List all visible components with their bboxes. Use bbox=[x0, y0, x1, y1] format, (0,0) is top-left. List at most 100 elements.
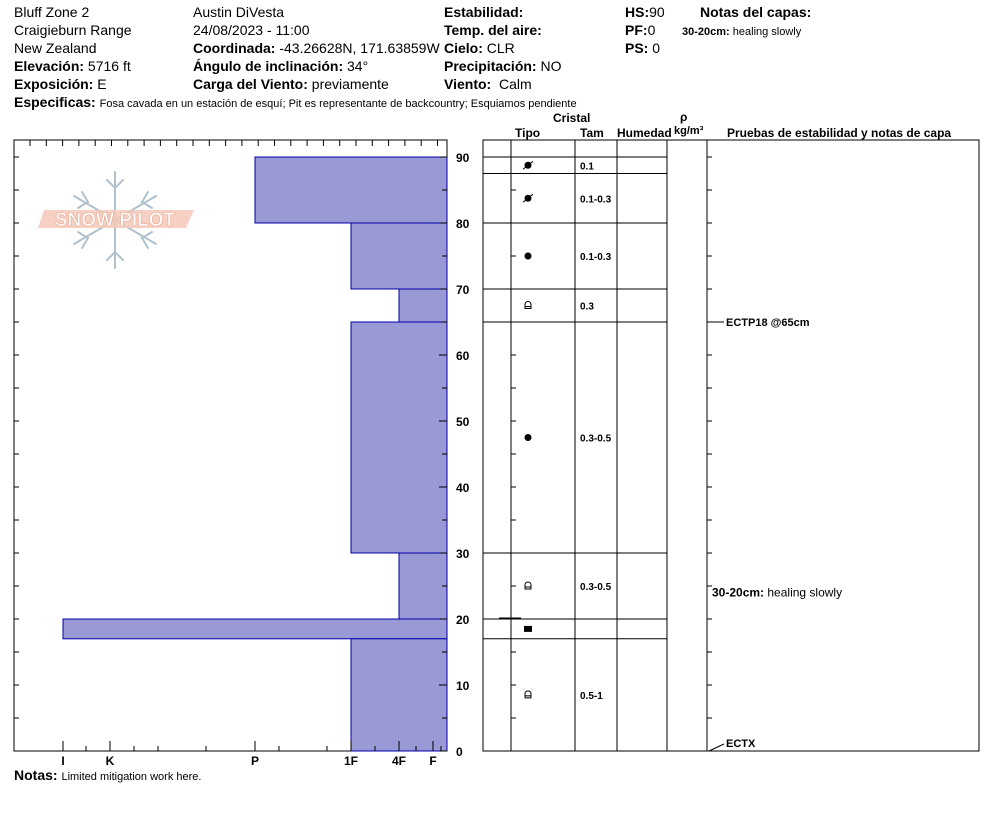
x-tick-label: P bbox=[251, 754, 259, 768]
slope-label: Ángulo de inclinación: bbox=[193, 58, 344, 74]
y-tick-label: 30 bbox=[456, 547, 470, 561]
observer-name: Austin DiVesta bbox=[193, 4, 285, 20]
wind-row: Viento: Calm bbox=[444, 76, 532, 92]
y-tick-label: 20 bbox=[456, 613, 470, 627]
pf-value: 0 bbox=[647, 22, 656, 38]
layer-note-text: healing slowly bbox=[767, 586, 842, 600]
hardness-bar bbox=[350, 638, 448, 752]
elevation-label: Elevación: bbox=[14, 58, 85, 74]
aspect-label: Exposición: bbox=[14, 76, 94, 92]
wind-value: Calm bbox=[498, 76, 532, 92]
specifics-label: Especificas: bbox=[14, 94, 96, 110]
type-header: Tipo bbox=[515, 126, 541, 140]
grain-size-label: 0.3-0.5 bbox=[580, 582, 612, 593]
observation-datetime: 24/08/2023 - 11:00 bbox=[193, 22, 310, 38]
wind-load-row: Carga del Viento: previamente bbox=[193, 76, 389, 92]
country: New Zealand bbox=[14, 40, 97, 56]
grain-size-label: 0.1-0.3 bbox=[580, 194, 612, 205]
notes-label: Notas: bbox=[14, 767, 58, 783]
slope-value: 34° bbox=[347, 58, 369, 74]
tests-header: Pruebas de estabilidad y notas de capa bbox=[727, 126, 952, 140]
grain-size-label: 0.5-1 bbox=[580, 691, 603, 702]
ps-row: PS: 0 bbox=[625, 40, 660, 56]
specifics-value: Fosa cavada en un estación de esquí; Pit… bbox=[99, 98, 577, 110]
hs-row: HS:90 bbox=[625, 4, 665, 20]
mountain-range: Craigieburn Range bbox=[14, 22, 132, 38]
x-tick-label: 1F bbox=[344, 754, 358, 768]
precip-label: Precipitación: bbox=[444, 58, 537, 74]
test-label: ECTP18 @65cm bbox=[726, 317, 810, 329]
grain-size-label: 0.3 bbox=[580, 302, 594, 313]
x-tick-label: 4F bbox=[392, 754, 406, 768]
wind-load-label: Carga del Viento: bbox=[193, 76, 308, 92]
rho-header: ρ bbox=[680, 110, 688, 124]
y-tick-label: 40 bbox=[456, 481, 470, 495]
grain-symbol-rounded bbox=[524, 434, 532, 441]
aspect-value: E bbox=[97, 76, 107, 92]
grain-symbol-slash bbox=[522, 160, 534, 170]
header-layer-note-key: 30-20cm: bbox=[682, 26, 730, 38]
sky-value: CLR bbox=[486, 40, 515, 56]
elevation-row: Elevación: 5716 ft bbox=[14, 58, 131, 74]
wind-load-value: previamente bbox=[311, 76, 389, 92]
y-tick-label: 60 bbox=[456, 349, 470, 363]
wind-label: Viento: bbox=[444, 76, 492, 92]
precip-row: Precipitación: NO bbox=[444, 58, 561, 74]
x-tick-label: F bbox=[429, 754, 436, 768]
sky-label: Cielo: bbox=[444, 40, 483, 56]
grain-size-label: 0.3-0.5 bbox=[580, 434, 612, 445]
test-label: ECTX bbox=[726, 738, 756, 750]
grain-symbol-rounded bbox=[524, 252, 532, 260]
density-header: kg/m³ bbox=[674, 125, 704, 137]
specifics-row: Especificas: Fosa cavada en un estación … bbox=[14, 94, 577, 112]
grain-symbol-faceted bbox=[524, 690, 532, 699]
hardness-bar bbox=[254, 156, 448, 224]
notes-value: Limited mitigation work here. bbox=[61, 771, 202, 783]
y-tick-label: 70 bbox=[456, 283, 470, 297]
y-tick-label: 0 bbox=[456, 745, 463, 759]
coordinate-label: Coordinada: bbox=[193, 40, 276, 56]
moisture-header: Humedad bbox=[617, 126, 672, 140]
y-tick-label: 10 bbox=[456, 679, 470, 693]
hs-value: 90 bbox=[649, 4, 665, 20]
ps-label: PS: bbox=[625, 40, 649, 56]
ps-value: 0 bbox=[652, 40, 661, 56]
hardness-bar bbox=[62, 618, 448, 640]
x-tick-label: I bbox=[61, 754, 64, 768]
hs-label: HS: bbox=[625, 4, 650, 20]
stability-label: Estabilidad: bbox=[444, 4, 524, 20]
layer-notes-title: Notas del capas: bbox=[700, 4, 812, 20]
hardness-bar bbox=[350, 321, 448, 554]
crystal-header: Cristal bbox=[553, 111, 591, 125]
size-header: Tam bbox=[580, 126, 604, 140]
air-temp-label: Temp. del aire: bbox=[444, 22, 542, 38]
grain-symbol-faceted bbox=[524, 581, 532, 590]
y-tick-label: 80 bbox=[456, 217, 470, 231]
header-layer-note: 30-20cm: healing slowly bbox=[682, 24, 801, 40]
test-pointer bbox=[708, 743, 725, 752]
snowpilot-logo: SNOW PILOT bbox=[38, 171, 194, 269]
grain-symbol-faceted bbox=[524, 301, 532, 309]
location-name: Bluff Zone 2 bbox=[14, 4, 90, 20]
slope-row: Ángulo de inclinación: 34° bbox=[193, 58, 368, 74]
coordinate-value: -43.26628N, 171.63859W bbox=[279, 40, 440, 56]
precip-value: NO bbox=[540, 58, 562, 74]
grain-symbol-slash bbox=[522, 193, 534, 203]
hardness-bar bbox=[350, 222, 448, 290]
x-tick-label: K bbox=[106, 754, 115, 768]
aspect-row: Exposición: E bbox=[14, 76, 107, 92]
elevation-value: 5716 ft bbox=[87, 58, 131, 74]
logo-text: SNOW PILOT bbox=[55, 210, 176, 231]
layer-note: 30-20cm: healing slowly bbox=[712, 586, 842, 600]
grain-table-frame bbox=[482, 139, 980, 752]
hardness-bar bbox=[398, 552, 448, 620]
y-tick-label: 50 bbox=[456, 415, 470, 429]
layer-note-key: 30-20cm: bbox=[712, 586, 767, 600]
pf-row: PF:0 bbox=[625, 22, 655, 38]
pf-label: PF: bbox=[625, 22, 648, 38]
grain-table: 0.1 0.1-0.3 0.1-0.3 0.3 0.3-0.5 0.3-0.5 0.5-1 E… bbox=[482, 139, 980, 752]
sky-row: Cielo: CLR bbox=[444, 40, 515, 56]
y-tick-label: 90 bbox=[456, 151, 470, 165]
grain-size-label: 0.1-0.3 bbox=[580, 252, 612, 263]
